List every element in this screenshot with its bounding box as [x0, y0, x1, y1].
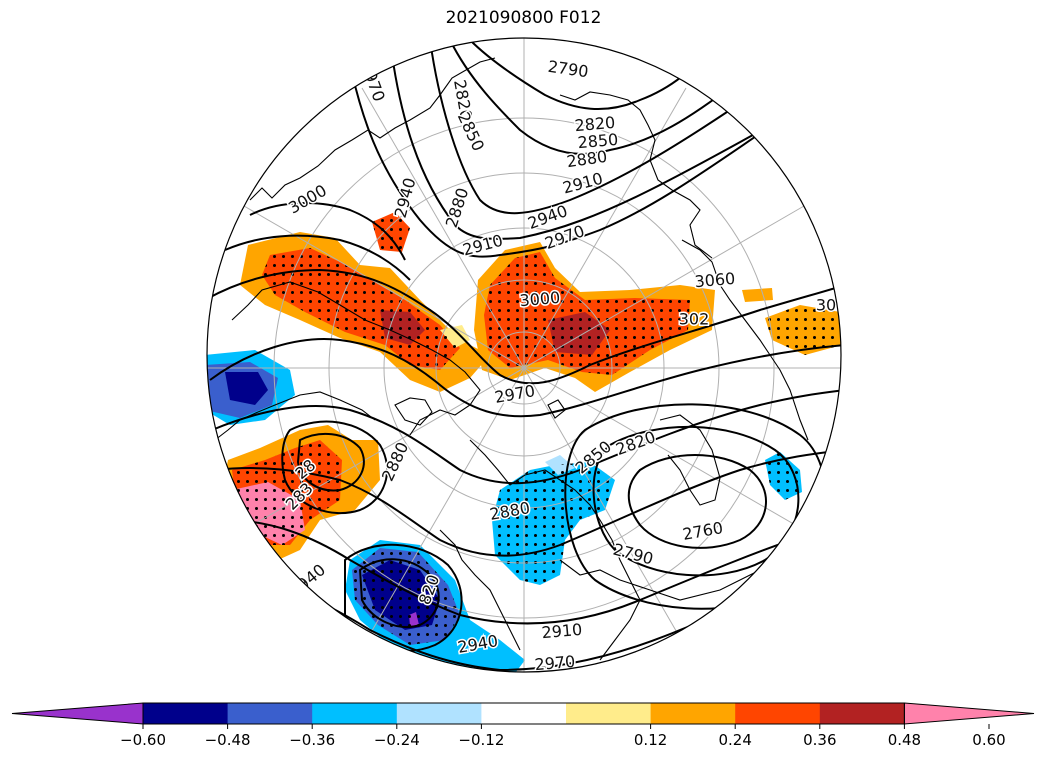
- colorbar-segment: [396, 703, 482, 724]
- contour-label: 302: [679, 310, 710, 329]
- colorbar-segment: [650, 703, 736, 724]
- colorbar-tick-label: −0.24: [374, 731, 420, 749]
- colorbar-tick-label: 0.24: [718, 731, 751, 749]
- contour-label: 2880: [565, 147, 608, 171]
- contour-label: 2910: [541, 620, 583, 642]
- contour-label: 940: [294, 560, 330, 594]
- colorbar-tick-label: −0.48: [205, 731, 251, 749]
- contour-label: 2790: [547, 57, 590, 81]
- contour-label: 2820: [613, 427, 658, 459]
- graticule: [207, 38, 841, 672]
- contour-label: 2970: [534, 652, 576, 674]
- colorbar-tick-label: −0.60: [120, 731, 166, 749]
- contour-label: 3000: [519, 288, 561, 310]
- colorbar-segment: [735, 703, 821, 724]
- contour-label: 2850: [454, 109, 488, 154]
- colorbar: [11, 702, 1035, 725]
- colorbar-segment: [819, 703, 905, 724]
- colorbar-tick-label: −0.12: [458, 731, 504, 749]
- colorbar-segment: [312, 703, 398, 724]
- colorbar-segment: [227, 703, 313, 724]
- contour-label: 2880: [442, 185, 473, 230]
- contour-label: 2910: [561, 169, 605, 198]
- map-title: 2021090800 F012: [445, 8, 602, 28]
- height-contours: [207, 39, 841, 672]
- colorbar-tick-label: −0.36: [289, 731, 335, 749]
- colorbar-segment: [566, 703, 652, 724]
- contour-label: 2760: [681, 518, 724, 544]
- contour-label: 2790: [611, 540, 655, 569]
- contour-label: 30: [816, 296, 836, 315]
- colorbar-tick-label: 0.12: [634, 731, 667, 749]
- colorbar-segment: [481, 703, 567, 724]
- colorbar-tick-label: 0.36: [803, 731, 836, 749]
- colorbar-extend-low: [11, 702, 144, 725]
- contour-label: 3060: [694, 269, 736, 291]
- colorbar-tick-label: 0.60: [972, 731, 1005, 749]
- map-boundary: [206, 37, 842, 673]
- coastlines: [214, 57, 811, 661]
- contour-label: 2850: [577, 130, 619, 152]
- contour-label: 2970: [357, 59, 389, 104]
- contour-label: 3000: [285, 181, 330, 218]
- colorbar-ticks: −0.60 −0.48 −0.36 −0.24 −0.12 0.12 0.24 0.36 0.4…: [120, 724, 1006, 749]
- colorbar-tick-label: 0.48: [888, 731, 921, 749]
- contour-label: 2880: [378, 439, 412, 484]
- colorbar-frame: [142, 702, 905, 725]
- colorbar-extend-high: [903, 702, 1035, 725]
- colorbar-segment: [143, 703, 229, 724]
